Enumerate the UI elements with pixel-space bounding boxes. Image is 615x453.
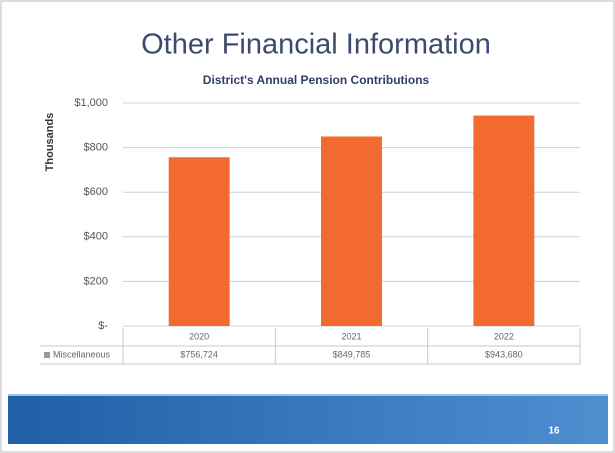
footer-band <box>8 394 608 444</box>
x-tick-label: 2020 <box>189 331 209 341</box>
data-label: $756,724 <box>180 349 218 359</box>
y-tick-label: $- <box>98 320 108 332</box>
y-tick-label: $1,000 <box>74 97 108 109</box>
legend-label: Miscellaneous <box>53 349 111 359</box>
slide-title: Other Financial Information <box>141 29 491 61</box>
bar <box>168 157 230 326</box>
chart-title: District's Annual Pension Contributions <box>203 73 430 87</box>
bar <box>321 136 382 326</box>
y-axis-label: Thousands <box>44 113 56 172</box>
data-label: $849,785 <box>333 349 371 359</box>
y-tick-label: $200 <box>84 275 108 287</box>
bar <box>473 115 535 326</box>
x-tick-label: 2022 <box>494 331 514 341</box>
y-tick-label: $400 <box>84 231 108 243</box>
y-tick-label: $600 <box>84 186 108 198</box>
data-label: $943,680 <box>485 349 523 359</box>
x-tick-label: 2021 <box>341 331 361 341</box>
page-number: 16 <box>548 426 560 437</box>
legend-swatch <box>44 352 50 358</box>
y-tick-label: $800 <box>84 142 108 154</box>
